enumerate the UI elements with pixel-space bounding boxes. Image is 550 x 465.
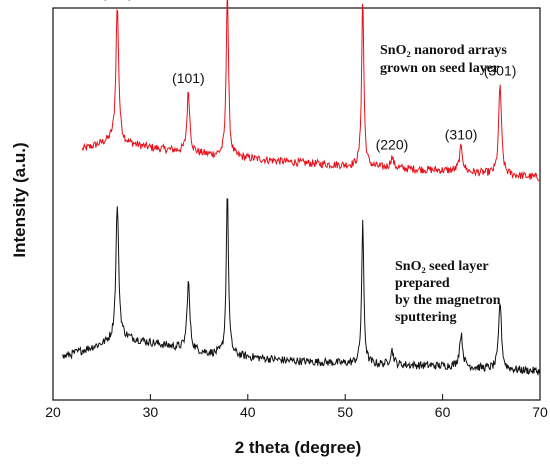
x-tick-label: 70 [532, 404, 548, 420]
series-labels: SnO₂ nanorod arrays grown on seed layer Sn… [380, 43, 507, 325]
peak-label: (101) [172, 70, 205, 86]
x-axis-title: 2 theta (degree) [235, 438, 362, 457]
series-1-label-line: grown on seed layer [380, 61, 499, 76]
x-tick-label: 60 [435, 404, 451, 420]
series-line-1 [81, 0, 540, 182]
x-tick-label: 20 [45, 404, 61, 420]
peak-labels: (110)(101)(200)(211)(220)(310)(301) [101, 0, 516, 153]
series-layer [62, 0, 541, 376]
x-tick-label: 30 [143, 404, 159, 420]
peak-label: (220) [376, 137, 409, 153]
series-2-label-line: prepared [395, 276, 450, 291]
x-tick-label: 40 [240, 404, 256, 420]
series-2-label-line: SnO₂ seed layer [395, 259, 489, 274]
series-line-2 [62, 198, 541, 376]
x-axis-ticks: 20 30 40 50 60 70 [45, 394, 548, 420]
plot-frame [52, 7, 541, 401]
peak-label: (301) [484, 63, 517, 79]
series-1-label-line: SnO₂ nanorod arrays [380, 43, 507, 58]
plot-border [52, 7, 541, 401]
x-tick-label: 50 [337, 404, 353, 420]
series-2-label-line: sputtering [395, 310, 456, 325]
series-2-label-line: by the magnetron [395, 293, 501, 308]
peak-label: (310) [445, 126, 478, 142]
y-axis-title: Intensity (a.u.) [10, 142, 29, 257]
